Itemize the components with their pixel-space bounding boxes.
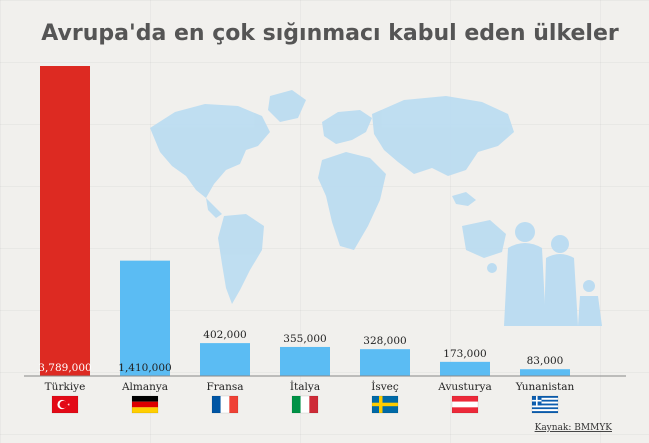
category-label: İtalya [290,379,320,393]
source-text: Kaynak: BMMYK [535,423,613,433]
germany-flag-icon [131,395,159,414]
turkey-flag-icon [51,395,79,414]
bar-fransa [200,343,250,376]
value-label: 3,789,000 [38,362,91,374]
value-label: 328,000 [363,335,406,347]
flags-layer [51,395,559,414]
category-label: Avusturya [437,381,491,393]
france-flag-icon [211,395,239,414]
category-label: Almanya [121,381,168,393]
chart-title: Avrupa'da en çok sığınmacı kabul eden ül… [41,21,619,46]
value-label: 402,000 [203,329,246,341]
refugee-family-icon [487,222,602,326]
bar-i̇sveç [360,349,410,376]
greece-flag-icon [531,395,559,414]
bar-i̇talya [280,346,330,376]
category-label: Türkiye [45,381,86,393]
value-label: 355,000 [283,333,326,345]
bar-almanya [120,260,170,376]
bar-yunanistan [520,369,570,376]
bar-türkiye [40,66,90,376]
austria-flag-icon [451,395,479,414]
sweden-flag-icon [371,395,399,414]
value-label: 173,000 [443,348,486,360]
value-label: 1,410,000 [118,362,171,374]
category-label: Yunanistan [515,381,575,393]
world-map-icon [150,90,514,304]
labels-layer: 3,789,000 Türkiye 1,410,000 Almanya 402,000 F… [38,329,574,393]
category-label: İsveç [371,379,399,393]
bars-layer [40,66,570,376]
italy-flag-icon [291,395,319,414]
category-label: Fransa [207,381,244,393]
value-label: 83,000 [527,355,564,367]
bar-avusturya [440,361,490,376]
